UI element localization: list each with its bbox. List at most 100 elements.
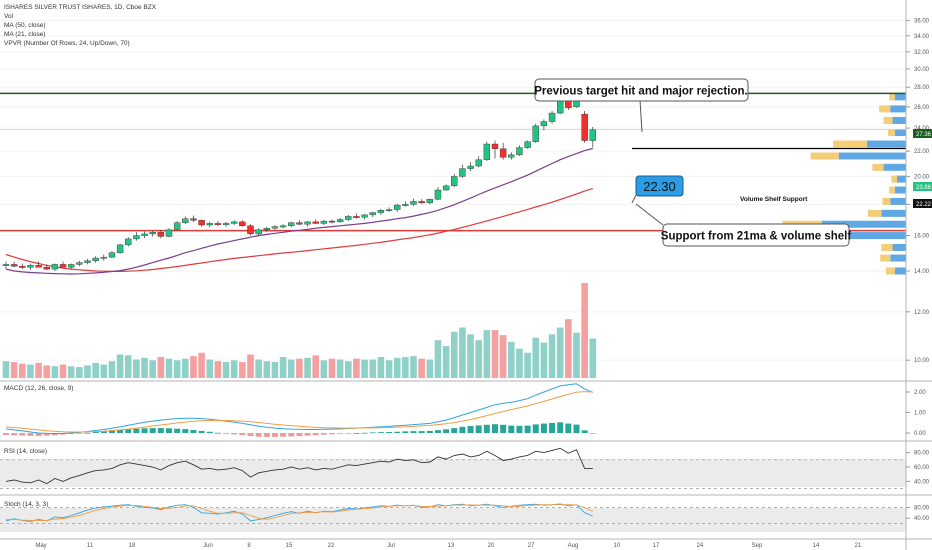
macd-histogram-bar — [467, 426, 474, 433]
candle-body — [442, 185, 450, 191]
callout-top-pointer — [639, 99, 643, 133]
macd-histogram-bar — [239, 433, 246, 436]
volume-bar — [434, 340, 442, 378]
volume-bar — [222, 362, 230, 378]
macd-histogram-bar — [483, 424, 490, 433]
candle-body — [255, 229, 262, 235]
vpvr-up-bar — [883, 163, 906, 171]
rsi-pane — [0, 447, 906, 489]
macd-histogram-bar — [108, 430, 115, 433]
candle-body — [426, 199, 433, 204]
candle-body — [345, 216, 352, 220]
volume-bar — [239, 362, 246, 378]
price-tick-label: 20.00 — [914, 174, 930, 180]
resistance-price-tag — [913, 129, 932, 138]
price-bubble-pointer — [631, 194, 637, 204]
volume-bar — [312, 355, 319, 378]
volume-bar — [442, 346, 450, 378]
macd-histogram-bar — [76, 433, 83, 434]
candle-body — [499, 148, 507, 158]
price-tick-label: 12.00 — [914, 310, 930, 316]
volume-bar — [182, 358, 189, 378]
vpvr-up-bar — [890, 197, 906, 205]
macd-histogram-bar — [329, 433, 335, 435]
vpvr-up-bar — [894, 129, 906, 137]
vpvr-down-bar — [888, 129, 895, 137]
price-tick-label: 10.00 — [914, 358, 930, 364]
macd-histogram-bar — [149, 428, 156, 433]
macd-histogram-bar — [418, 431, 425, 433]
rsi-tick-label: 40.00 — [914, 479, 930, 485]
candle-body — [532, 125, 539, 142]
macd-histogram-bar — [19, 433, 26, 436]
candle-body — [369, 212, 376, 216]
candle-body — [467, 165, 474, 169]
stoch-pane — [0, 503, 906, 524]
price-tick-label: 30.00 — [914, 67, 930, 73]
callout-bottom-box[interactable] — [662, 223, 850, 247]
callout-top-box[interactable] — [534, 78, 749, 102]
macd-histogram-bar — [247, 433, 254, 437]
macd-histogram-bar — [524, 425, 531, 433]
candle-body — [410, 201, 417, 205]
vpvr-up-bar — [890, 254, 906, 262]
macd-histogram-bar — [263, 433, 270, 437]
vpvr-up-bar — [894, 267, 906, 275]
volume-bar — [491, 330, 499, 378]
candle-body — [353, 216, 360, 218]
candle-body — [483, 143, 491, 160]
macd-histogram-bar — [223, 433, 230, 434]
volume-bar — [230, 360, 238, 378]
rsi-tick-label: 60.00 — [914, 465, 930, 471]
price-bubble[interactable] — [635, 175, 684, 197]
stoch-tick-label: 80.00 — [914, 505, 930, 511]
macd-tick-label: 1.00 — [914, 411, 926, 417]
callout-bottom-pointer — [635, 203, 664, 226]
time-axis-label: 11 — [87, 543, 94, 549]
volume-bar — [540, 342, 548, 378]
stoch-tick-label: 40.00 — [914, 516, 930, 522]
volume-bar — [459, 327, 466, 378]
candle-body — [565, 100, 572, 109]
candle-body — [2, 264, 10, 266]
macd-histogram-bar — [557, 422, 564, 433]
macd-histogram-bar — [174, 428, 181, 433]
vpvr-down-bar — [810, 152, 839, 160]
stoch-legend: Stoch (14, 3, 3) — [4, 501, 48, 508]
price-bubble-value: 22.30 — [643, 179, 676, 194]
price-tick-label: 36.00 — [914, 19, 930, 25]
indicator-vol: Vol — [4, 13, 14, 20]
volume-bar — [361, 359, 368, 378]
volume-bar — [100, 364, 108, 378]
vpvr-up-bar — [897, 175, 906, 183]
volume-bar — [475, 340, 482, 378]
volume-bar — [84, 365, 91, 378]
vpvr-down-bar — [891, 175, 898, 183]
macd-histogram-bar — [394, 431, 401, 433]
vpvr-down-bar — [867, 209, 882, 217]
macd-histogram-bar — [141, 428, 148, 433]
shelf-price-text: 22.22 — [916, 202, 932, 208]
rsi-legend: RSI (14, close) — [4, 448, 47, 455]
time-axis-label: 13 — [448, 543, 455, 549]
price-tick-label: 32.00 — [914, 50, 930, 56]
volume-bar — [393, 357, 401, 378]
resistance-price-text: 27.36 — [916, 132, 932, 138]
rsi-line — [5, 447, 593, 485]
candle-body — [279, 225, 287, 228]
macd-histogram-bar — [386, 431, 393, 433]
macd-histogram-bar — [312, 433, 319, 436]
candle-body — [385, 209, 393, 211]
candle-body — [361, 214, 368, 218]
volume-bar — [410, 356, 417, 378]
rsi-band — [0, 459, 906, 487]
macd-tick-label: 0.00 — [914, 431, 926, 437]
macd-histogram-bar — [43, 433, 50, 436]
candle-body — [27, 265, 34, 268]
shelf-price-tag — [913, 199, 932, 208]
volume-bar — [353, 358, 360, 378]
candle-body — [19, 266, 26, 268]
macd-histogram-bar — [353, 433, 360, 434]
volume-bar — [296, 358, 303, 378]
